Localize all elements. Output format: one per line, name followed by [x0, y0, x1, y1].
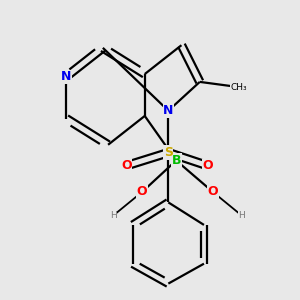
Text: B: B	[171, 154, 181, 167]
Text: N: N	[163, 104, 173, 117]
Text: N: N	[61, 70, 71, 83]
Text: O: O	[137, 185, 148, 198]
Text: CH₃: CH₃	[231, 82, 248, 91]
Text: H: H	[238, 211, 245, 220]
Text: O: O	[202, 159, 213, 172]
Text: S: S	[164, 146, 173, 159]
Text: H: H	[110, 211, 117, 220]
Text: O: O	[208, 185, 218, 198]
Text: O: O	[121, 159, 132, 172]
